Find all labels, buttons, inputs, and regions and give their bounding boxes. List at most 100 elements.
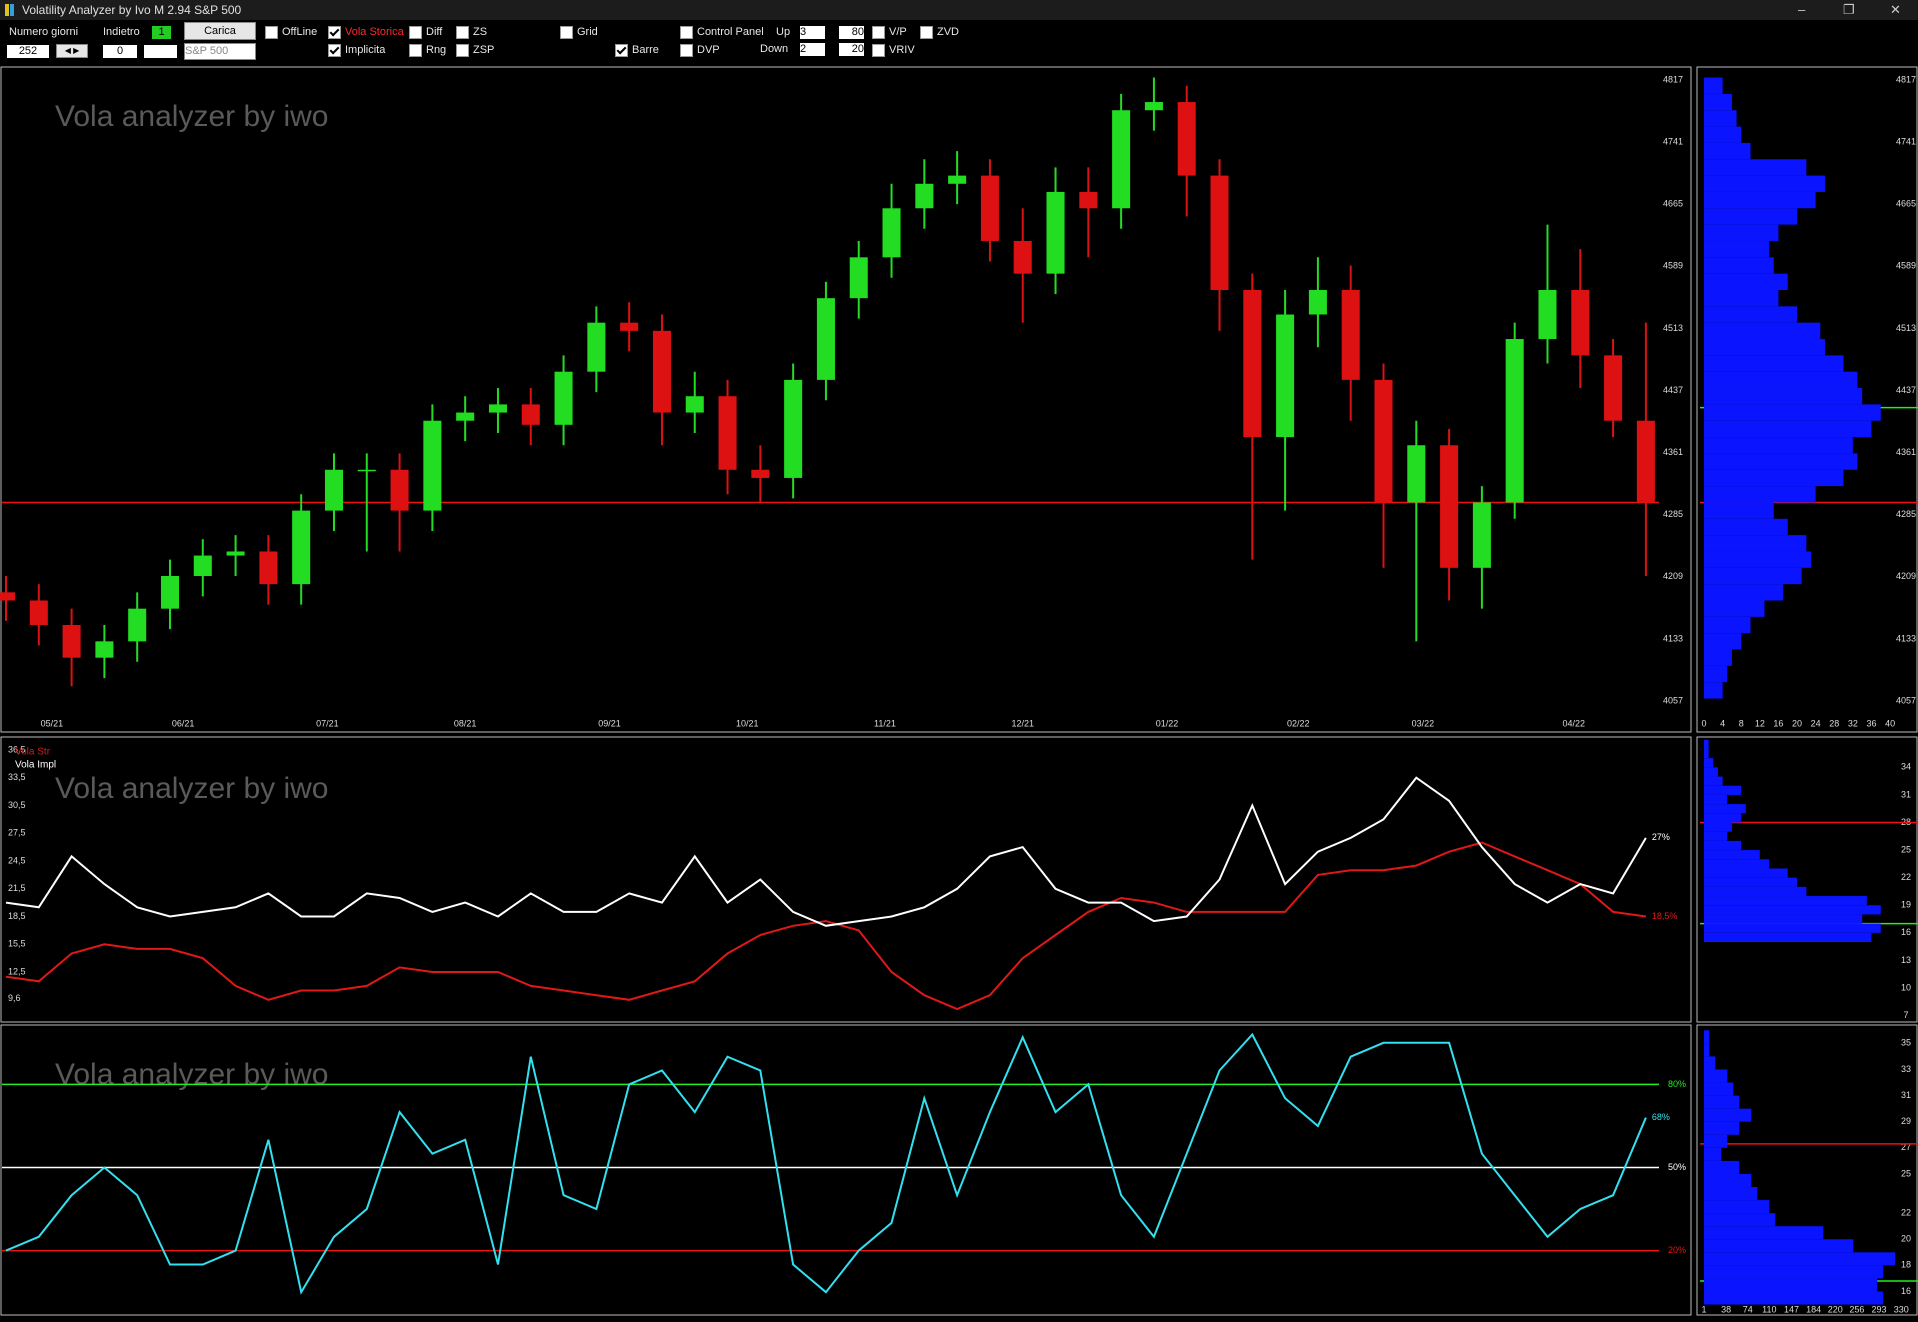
up-input[interactable]: 80 — [839, 26, 864, 39]
checkbox[interactable] — [680, 26, 693, 39]
checkbox[interactable] — [456, 44, 469, 57]
profile-bar — [1704, 1134, 1728, 1148]
series-line — [5, 1032, 1647, 1295]
y-tick-label: 4589 — [1896, 261, 1916, 271]
y-tick-label: 4133 — [1896, 633, 1916, 643]
y-tick-label: 31 — [1901, 1090, 1911, 1100]
x-tick-label: 04/22 — [1562, 718, 1585, 728]
y-tick-label: 4057 — [1896, 695, 1916, 705]
series-line — [5, 841, 1647, 1011]
profile-bar — [1704, 1265, 1884, 1279]
candle-body — [980, 175, 999, 241]
y-tick-label: 4817 — [1896, 74, 1916, 84]
up-input[interactable]: 3 — [800, 26, 825, 39]
back-input[interactable]: 0 — [103, 45, 137, 58]
profile-bar — [1704, 1121, 1740, 1135]
x-tick-label: 110 — [1762, 1304, 1776, 1314]
profile-panel — [1696, 66, 1918, 733]
checkbox[interactable] — [680, 44, 693, 57]
checkbox[interactable] — [409, 44, 422, 57]
candle-body — [652, 330, 671, 413]
x-tick-label: 36 — [1866, 718, 1876, 728]
close[interactable]: ✕ — [1890, 2, 1901, 17]
candle-body — [29, 600, 48, 626]
checkbox[interactable] — [560, 26, 573, 39]
minimize[interactable]: – — [1798, 2, 1806, 17]
reference-label: 20% — [1668, 1245, 1686, 1255]
checkbox[interactable] — [328, 26, 341, 39]
x-tick-label: 16 — [1773, 718, 1783, 728]
down-input[interactable]: 2 — [800, 43, 825, 56]
checkbox[interactable] — [615, 44, 628, 57]
candle-body — [620, 322, 639, 331]
profile-bar — [1704, 932, 1872, 943]
y-tick-label: 33,5 — [8, 772, 26, 782]
profile-bar — [1704, 1187, 1758, 1201]
candle-body — [1046, 191, 1065, 274]
y-tick-label: 4209 — [1896, 571, 1916, 581]
profile-bar — [1704, 371, 1858, 389]
y-tick-label: 34 — [1901, 762, 1911, 772]
y-tick-label: 4665 — [1663, 199, 1683, 209]
y-tick-label: 7 — [1903, 1010, 1908, 1020]
checkbox[interactable] — [265, 26, 278, 39]
x-tick-label: 32 — [1848, 718, 1858, 728]
candle-body — [521, 404, 540, 425]
profile-bar — [1704, 1278, 1878, 1292]
step-buttons[interactable]: ◀ ▶ — [56, 44, 88, 58]
profile-bar — [1704, 600, 1765, 617]
load-button[interactable]: Carica — [184, 22, 256, 40]
candle-body — [1472, 502, 1491, 568]
watermark: Vola analyzer by iwo — [55, 100, 329, 133]
reference-label: 50% — [1668, 1162, 1686, 1172]
profile-bar — [1704, 1108, 1752, 1122]
y-tick-label: 19 — [1901, 900, 1911, 910]
y-tick-label: 16 — [1901, 1286, 1911, 1296]
badge: 1 — [152, 26, 171, 39]
down-input[interactable]: 20 — [839, 43, 864, 56]
profile-bar — [1704, 551, 1811, 568]
watermark: Vola analyzer by iwo — [55, 1058, 329, 1091]
profile-bar — [1704, 896, 1867, 906]
x-tick-label: 40 — [1885, 718, 1895, 728]
candle-body — [160, 575, 180, 609]
profile-bar — [1704, 93, 1732, 111]
candle-body — [1440, 445, 1459, 568]
profile-bar — [1704, 535, 1807, 552]
days-input[interactable]: 252 — [7, 45, 49, 58]
checkbox[interactable] — [872, 44, 885, 57]
profile-bar — [1704, 175, 1825, 192]
profile-bar — [1704, 886, 1807, 897]
x-tick-label: 293 — [1872, 1304, 1887, 1314]
candle-body — [128, 608, 147, 642]
checkbox[interactable] — [456, 26, 469, 39]
profile-bar — [1704, 813, 1742, 823]
series-line — [5, 776, 1647, 927]
symbol-select[interactable]: S&P 500 — [184, 43, 256, 60]
maximize[interactable]: ❐ — [1843, 2, 1855, 17]
checkbox[interactable] — [328, 44, 341, 57]
x-tick-label: 24 — [1811, 718, 1821, 728]
y-tick-label: 4285 — [1896, 509, 1916, 519]
reference-label: 80% — [1668, 1079, 1686, 1089]
candle-body — [488, 404, 507, 413]
y-tick-label: 4741 — [1663, 136, 1683, 146]
profile-bar — [1704, 1056, 1716, 1070]
candle-body — [456, 412, 475, 421]
x-tick-label: 02/22 — [1287, 718, 1310, 728]
app-icon — [5, 4, 9, 16]
y-tick-label: 4209 — [1663, 571, 1683, 581]
candle-body — [324, 469, 343, 511]
x-tick-label: 147 — [1784, 1304, 1799, 1314]
checkbox[interactable] — [872, 26, 885, 39]
profile-bar — [1704, 840, 1742, 851]
y-tick-label: 4589 — [1663, 261, 1683, 271]
blank-input[interactable] — [144, 45, 177, 58]
candle-body — [1210, 175, 1229, 290]
profile-bar — [1704, 420, 1872, 438]
checkbox[interactable] — [920, 26, 933, 39]
profile-bar — [1704, 859, 1770, 869]
candle-body — [1505, 339, 1524, 503]
checkbox[interactable] — [409, 26, 422, 39]
